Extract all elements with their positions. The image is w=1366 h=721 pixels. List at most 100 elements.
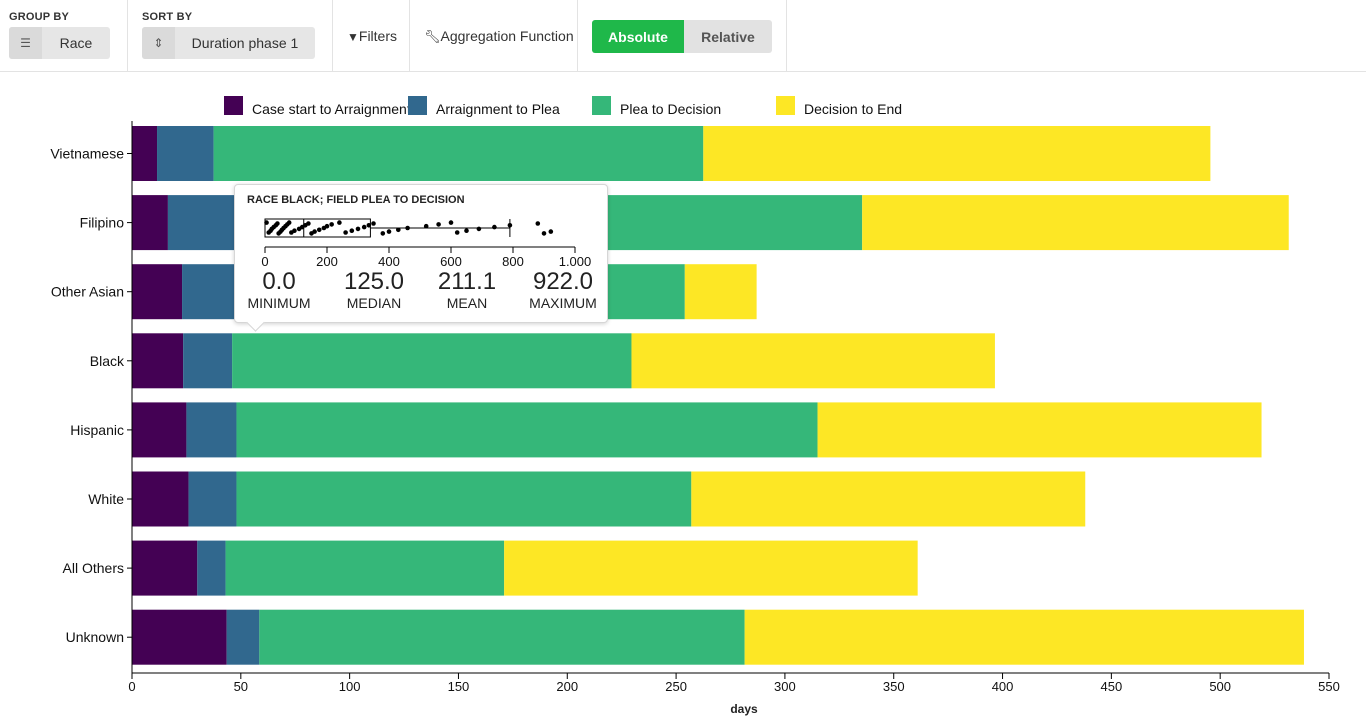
bar-vietnamese-seg-0[interactable] [132,126,158,181]
data-point [316,227,322,233]
bar-all-others-seg-0[interactable] [132,540,198,596]
filters-section: ▼Filters [333,0,410,72]
stat-median-value: 125.0 [343,268,405,295]
sort-by-label: SORT BY [142,11,193,23]
stat-maximum-value: 922.0 [532,268,594,295]
data-point [436,222,441,227]
group-by-value: Race [59,35,93,51]
x-tick-label: 50 [234,679,248,694]
data-point [349,228,355,233]
data-point [541,231,547,236]
data-point [535,221,541,226]
stat-median-label: MEDIAN [346,295,402,311]
legend-swatch [408,96,427,115]
bar-hispanic-seg-3[interactable] [817,402,1262,458]
data-point [324,223,330,229]
data-point [464,228,469,233]
list-icon: ☰ [9,27,42,59]
sort-by-section: SORT BY ⇕ Duration phase 1 [128,0,333,72]
bar-unknown-seg-0[interactable] [132,609,227,665]
tooltip-axis-label: 800 [502,254,524,269]
data-point [264,220,269,225]
bar-white-seg-0[interactable] [132,471,189,527]
absolute-button[interactable]: Absolute [592,20,684,53]
sort-by-select[interactable]: ⇕ Duration phase 1 [142,27,315,59]
filter-icon: ▼ [347,30,359,44]
x-tick-label: 550 [1318,679,1340,694]
bar-white-seg-3[interactable] [691,471,1086,527]
y-tick-label: Other Asian [51,284,124,300]
stat-mean-label: MEAN [446,295,488,311]
tooltip-boxplot: 0 200 400 600 800 1.000 [261,218,592,269]
data-point [292,228,297,233]
x-axis-label: days [730,702,758,716]
bar-all-others-seg-1[interactable] [197,540,226,596]
relative-button[interactable]: Relative [684,20,772,53]
group-by-label: GROUP BY [9,11,70,23]
stat-median: 125.0 MEDIAN [334,268,414,312]
bar-hispanic-seg-0[interactable] [132,402,187,458]
tooltip-title: RACE BLACK; FIELD PLEA TO DECISION [247,194,465,206]
bar-other-asian-seg-0[interactable] [132,264,183,320]
data-point [286,220,292,225]
bar-white-seg-1[interactable] [188,471,237,527]
bar-hispanic-seg-1[interactable] [186,402,237,458]
stat-minimum-label: MINIMUM [247,295,311,311]
bar-black-seg-3[interactable] [631,333,995,389]
toolbar: GROUP BY ☰ Race SORT BY ⇕ Duration phase… [0,0,1366,72]
bar-vietnamese-seg-1[interactable] [157,126,214,181]
tooltip-axis-label: 200 [316,254,338,269]
bar-other-asian-seg-1[interactable] [182,264,239,320]
bar-unknown-seg-1[interactable] [226,609,260,665]
legend-swatch [776,96,795,115]
bar-filipino-seg-0[interactable] [132,195,168,251]
stat-minimum: 0.0 MINIMUM [239,270,319,312]
data-point [275,221,280,226]
data-point [454,230,460,235]
y-tick-label: White [88,491,124,507]
bar-unknown-seg-2[interactable] [259,609,745,665]
data-point [380,231,386,236]
bar-white-seg-2[interactable] [236,471,692,527]
bar-black-seg-1[interactable] [183,333,233,389]
bar-unknown-seg-3[interactable] [744,609,1304,665]
data-point [448,220,454,225]
data-point [371,221,376,226]
aggregation-label: Aggregation Function [440,28,574,44]
y-tick-label: Unknown [66,629,124,645]
bar-black-seg-2[interactable] [232,333,632,389]
bar-all-others-seg-3[interactable] [504,540,918,596]
stat-maximum: 922.0 MAXIMUM [523,268,603,312]
bar-hispanic-seg-2[interactable] [236,402,818,458]
legend-swatch [592,96,611,115]
bar-all-others-seg-2[interactable] [225,540,505,596]
legend-label: Arraignment to Plea [436,101,560,117]
y-tick-label: Hispanic [70,422,124,438]
x-tick-label: 500 [1209,679,1231,694]
y-tick-label: Vietnamese [50,146,124,162]
bar-black-seg-0[interactable] [132,333,184,389]
x-tick-label: 450 [1101,679,1123,694]
x-tick-label: 400 [992,679,1014,694]
x-tick-label: 200 [556,679,578,694]
x-tick-label: 150 [448,679,470,694]
stat-mean: 211.1 MEAN [427,268,507,312]
y-tick-label: All Others [63,560,124,576]
bar-filipino-seg-3[interactable] [862,195,1289,251]
data-point [366,223,372,228]
bar-vietnamese-seg-2[interactable] [213,126,704,181]
aggregation-section: 🔧︎Aggregation Function [410,0,578,72]
data-point [396,227,401,233]
stacked-bar-chart: Case start to Arraignment Arraignment to … [50,96,1340,716]
aggregation-button[interactable]: 🔧︎Aggregation Function [424,28,574,45]
filters-button[interactable]: ▼Filters [347,28,397,44]
bar-vietnamese-seg-3[interactable] [703,126,1211,181]
y-tick-label: Black [90,353,125,369]
mode-toggle-section: Absolute Relative [578,0,787,72]
tooltip-axis-label: 1.000 [559,254,592,269]
group-by-select[interactable]: ☰ Race [9,27,110,59]
y-tick-label: Filipino [80,215,125,231]
stat-mean-value: 211.1 [437,268,497,295]
x-tick-label: 300 [774,679,796,694]
bar-other-asian-seg-3[interactable] [684,264,757,320]
